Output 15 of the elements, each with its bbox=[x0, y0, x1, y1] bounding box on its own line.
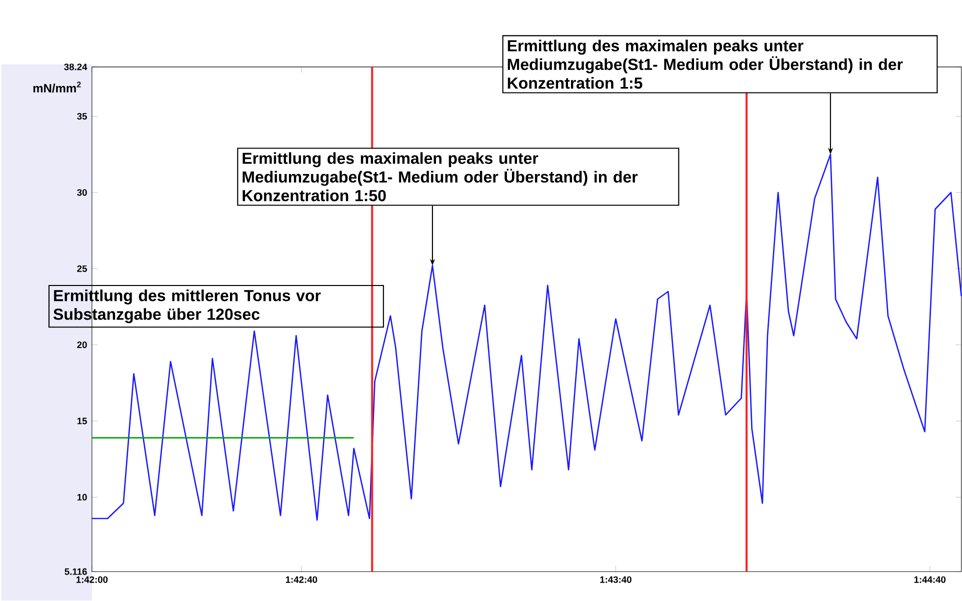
y-tick-label: 5.116 bbox=[64, 568, 87, 576]
y-tick-label: 30 bbox=[77, 189, 87, 196]
x-tick-label: 1:43:40 bbox=[600, 576, 632, 584]
x-tick-label: 1:42:40 bbox=[286, 576, 318, 584]
y-tick-label: 20 bbox=[77, 342, 87, 348]
annotation: Ermittlung des maximalen peaks unter Mediumzugabe(St1- Medium oder Überstand) in der Konzentration 1:5 bbox=[508, 40, 903, 89]
y-tick-label: 38.24 bbox=[64, 64, 88, 70]
x-tick-label: 1:44:40 bbox=[914, 576, 946, 584]
y-axis-title: mN/mm$^{2}$ bbox=[33, 82, 81, 93]
annotation: Ermittlung des maximalen peaks unter Mediumzugabe(St1- Medium oder Überstand) in der Konzentration 1:50 bbox=[242, 152, 638, 202]
y-tick-label: 25 bbox=[77, 266, 87, 272]
x-tick-label: 1:42:00 bbox=[76, 576, 108, 584]
y-tick-label: 15 bbox=[77, 418, 87, 424]
y-tick-label: 10 bbox=[77, 494, 87, 501]
y-tick-label: 35 bbox=[77, 113, 87, 120]
